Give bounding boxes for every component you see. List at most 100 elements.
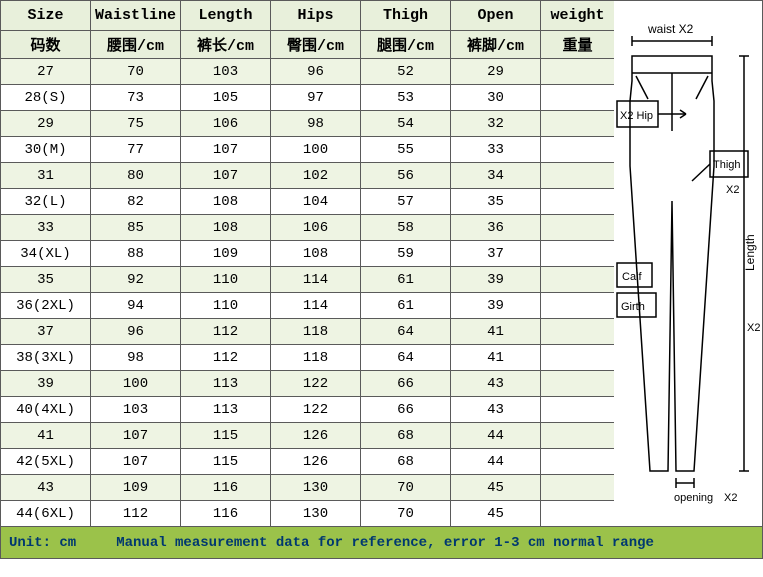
table-cell: 116 xyxy=(181,475,271,501)
table-cell: 114 xyxy=(271,267,361,293)
table-cell: 41 xyxy=(1,423,91,449)
col-thigh-cn: 腿围/cm xyxy=(361,31,451,59)
table-cell: 33 xyxy=(451,137,541,163)
table-cell: 54 xyxy=(361,111,451,137)
table-cell: 31 xyxy=(1,163,91,189)
table-cell: 61 xyxy=(361,293,451,319)
table-cell: 98 xyxy=(91,345,181,371)
size-table: Size Waistline Length Hips Thigh Open we… xyxy=(0,0,615,527)
table-cell: 115 xyxy=(181,423,271,449)
table-cell xyxy=(541,345,615,371)
table-cell: 100 xyxy=(91,371,181,397)
table-cell xyxy=(541,163,615,189)
col-hips-en: Hips xyxy=(271,1,361,31)
table-row: 35921101146139 xyxy=(1,267,615,293)
table-row: 2770103965229 xyxy=(1,59,615,85)
table-cell: 32 xyxy=(451,111,541,137)
table-row: 2975106985432 xyxy=(1,111,615,137)
table-cell: 43 xyxy=(1,475,91,501)
table-cell xyxy=(541,137,615,163)
label-waist: waist X2 xyxy=(647,22,694,36)
table-cell: 122 xyxy=(271,397,361,423)
table-cell: 112 xyxy=(181,319,271,345)
table-cell: 103 xyxy=(91,397,181,423)
table-cell: 75 xyxy=(91,111,181,137)
table-cell: 55 xyxy=(361,137,451,163)
table-cell: 103 xyxy=(181,59,271,85)
table-cell: 108 xyxy=(181,189,271,215)
label-length-x2: X2 xyxy=(747,322,760,334)
table-cell xyxy=(541,267,615,293)
footer-bar: Unit: cm Manual measurement data for ref… xyxy=(0,527,763,559)
table-cell: 109 xyxy=(181,241,271,267)
table-row: 37961121186441 xyxy=(1,319,615,345)
table-row: 36(2XL)941101146139 xyxy=(1,293,615,319)
table-cell: 64 xyxy=(361,345,451,371)
label-length: Length xyxy=(743,234,757,271)
table-row: 411071151266844 xyxy=(1,423,615,449)
table-row: 391001131226643 xyxy=(1,371,615,397)
table-cell: 110 xyxy=(181,293,271,319)
table-cell: 35 xyxy=(451,189,541,215)
col-waist-en: Waistline xyxy=(91,1,181,31)
table-cell: 107 xyxy=(181,137,271,163)
table-cell: 43 xyxy=(451,397,541,423)
table-cell: 113 xyxy=(181,397,271,423)
table-header: Size Waistline Length Hips Thigh Open we… xyxy=(1,1,615,59)
table-row: 31801071025634 xyxy=(1,163,615,189)
footer-note: Manual measurement data for reference, e… xyxy=(116,535,654,551)
table-cell xyxy=(541,111,615,137)
table-cell: 29 xyxy=(451,59,541,85)
col-waist-cn: 腰围/cm xyxy=(91,31,181,59)
table-row: 33851081065836 xyxy=(1,215,615,241)
table-cell: 104 xyxy=(271,189,361,215)
table-cell: 59 xyxy=(361,241,451,267)
table-cell xyxy=(541,449,615,475)
table-row: 30(M)771071005533 xyxy=(1,137,615,163)
table-cell: 30(M) xyxy=(1,137,91,163)
table-cell: 114 xyxy=(271,293,361,319)
table-row: 34(XL)881091085937 xyxy=(1,241,615,267)
table-cell: 130 xyxy=(271,501,361,527)
footer-unit: Unit: cm xyxy=(9,535,76,551)
table-cell: 37 xyxy=(451,241,541,267)
label-girth: Girth xyxy=(621,301,645,313)
table-cell xyxy=(541,397,615,423)
table-cell: 122 xyxy=(271,371,361,397)
table-cell xyxy=(541,59,615,85)
table-cell: 64 xyxy=(361,319,451,345)
table-cell xyxy=(541,501,615,527)
table-cell: 53 xyxy=(361,85,451,111)
col-hips-cn: 臀围/cm xyxy=(271,31,361,59)
header-row-en: Size Waistline Length Hips Thigh Open we… xyxy=(1,1,615,31)
table-cell: 110 xyxy=(181,267,271,293)
label-hip: X2 Hip xyxy=(620,110,653,122)
table-cell: 113 xyxy=(181,371,271,397)
table-cell: 130 xyxy=(271,475,361,501)
table-cell: 37 xyxy=(1,319,91,345)
table-row: 38(3XL)981121186441 xyxy=(1,345,615,371)
table-cell: 126 xyxy=(271,449,361,475)
table-cell: 57 xyxy=(361,189,451,215)
table-cell: 105 xyxy=(181,85,271,111)
table-cell: 107 xyxy=(91,423,181,449)
table-cell: 70 xyxy=(361,475,451,501)
table-cell: 98 xyxy=(271,111,361,137)
table-cell: 73 xyxy=(91,85,181,111)
table-cell: 68 xyxy=(361,423,451,449)
table-cell: 39 xyxy=(451,267,541,293)
table-cell: 102 xyxy=(271,163,361,189)
table-cell: 40(4XL) xyxy=(1,397,91,423)
table-cell: 52 xyxy=(361,59,451,85)
table-cell xyxy=(541,189,615,215)
col-length-cn: 裤长/cm xyxy=(181,31,271,59)
col-weight-cn: 重量 xyxy=(541,31,615,59)
label-opening-x2: X2 xyxy=(724,492,737,504)
table-body: 277010396522928(S)7310597533029751069854… xyxy=(1,59,615,527)
col-thigh-en: Thigh xyxy=(361,1,451,31)
table-cell xyxy=(541,371,615,397)
table-cell: 94 xyxy=(91,293,181,319)
table-cell xyxy=(541,423,615,449)
table-cell: 118 xyxy=(271,345,361,371)
table-row: 28(S)73105975330 xyxy=(1,85,615,111)
